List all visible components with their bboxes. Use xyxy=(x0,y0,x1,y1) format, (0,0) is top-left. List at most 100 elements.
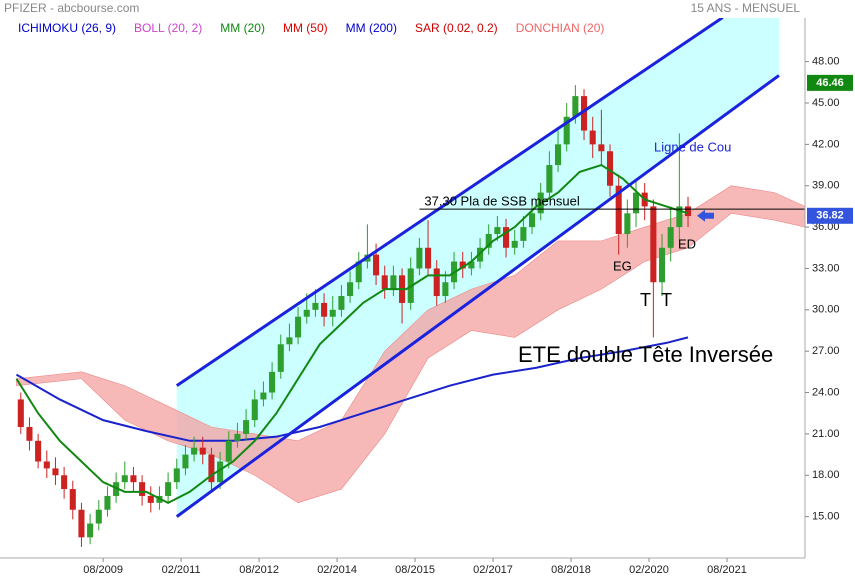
candle-body xyxy=(260,392,267,400)
mm20-line xyxy=(15,163,689,504)
legend-item: MM (20) xyxy=(220,21,265,35)
candle-body xyxy=(225,440,232,462)
candle-body xyxy=(329,309,336,317)
candle-body xyxy=(667,227,674,248)
candle-body xyxy=(347,282,354,297)
candle-body xyxy=(217,461,224,483)
candle-body xyxy=(416,247,423,269)
x-tick-label: 02/2017 xyxy=(473,564,513,576)
candle-body xyxy=(165,482,172,496)
candle-body xyxy=(95,509,102,524)
candle-body xyxy=(624,213,631,234)
candle-body xyxy=(433,268,440,297)
x-tick-label: 08/2015 xyxy=(395,564,435,576)
candle-body xyxy=(355,261,362,283)
candle-body xyxy=(61,475,68,490)
annotation: Ligne de Cou xyxy=(654,139,731,154)
chart-title: PFIZER - abcbourse.com xyxy=(4,1,139,15)
legend-item: BOLL (20, 2) xyxy=(134,21,202,35)
annotation: T xyxy=(661,290,672,310)
candle-body xyxy=(442,282,449,297)
price-tag xyxy=(807,207,853,224)
candle-body xyxy=(529,213,536,228)
price-tag xyxy=(807,74,853,91)
x-tick-label: 02/2020 xyxy=(629,564,669,576)
candle-body xyxy=(78,509,85,538)
candle-body xyxy=(520,227,527,241)
x-tick-label: 02/2011 xyxy=(162,564,201,576)
candle-body xyxy=(459,261,466,269)
candle-body xyxy=(199,447,206,455)
candle-body xyxy=(338,296,345,310)
candle-body xyxy=(26,427,33,441)
candle-body xyxy=(572,96,579,117)
candle-body xyxy=(286,337,293,345)
candle-body xyxy=(658,247,666,283)
candle-body xyxy=(425,247,432,269)
y-tick-label: 36.00 xyxy=(812,221,840,233)
candle-body xyxy=(130,475,137,483)
candle-body xyxy=(295,316,302,338)
candle-body xyxy=(390,275,397,290)
candle-body xyxy=(606,151,614,186)
y-tick-label: 15.00 xyxy=(812,511,840,523)
candle-body xyxy=(43,461,50,469)
price-tag-label: 46.46 xyxy=(816,77,844,89)
y-tick-label: 24.00 xyxy=(812,386,840,398)
candle-body xyxy=(69,489,76,510)
y-tick-label: 27.00 xyxy=(812,345,840,357)
annotation: EG xyxy=(613,258,632,273)
candle-body xyxy=(494,227,501,234)
candle-body xyxy=(243,420,250,434)
legend-item: ICHIMOKU (26, 9) xyxy=(18,21,116,35)
y-tick-label: 48.00 xyxy=(812,56,840,68)
legend-item: MM (200) xyxy=(346,21,397,35)
x-tick-label: 08/2021 xyxy=(707,564,747,576)
mm200-line xyxy=(15,336,689,442)
y-tick-label: 21.00 xyxy=(812,428,840,440)
channel-lower xyxy=(175,74,780,518)
x-tick-label: 08/2009 xyxy=(83,564,123,576)
candle-body xyxy=(381,275,388,290)
arrow xyxy=(697,209,714,222)
candle-body xyxy=(208,454,215,483)
candle-body xyxy=(234,433,241,441)
channel-fill xyxy=(176,18,780,517)
candle-body xyxy=(581,96,588,131)
plot-area xyxy=(15,18,805,547)
ssb-label: 37.30 Pla de SSB mensuel xyxy=(424,194,579,209)
candle-body xyxy=(589,130,596,145)
y-tick-label: 45.00 xyxy=(812,97,840,109)
legend-item: SAR (0.02, 0.2) xyxy=(415,21,498,35)
candle-body xyxy=(632,192,640,214)
candle-body xyxy=(676,206,683,228)
y-tick-label: 18.00 xyxy=(812,469,840,481)
candle-body xyxy=(555,144,562,166)
candle-body xyxy=(113,482,120,496)
candle-body xyxy=(191,447,198,455)
candle-body xyxy=(321,302,328,317)
x-tick-label: 08/2012 xyxy=(239,564,279,576)
candle-body xyxy=(598,144,605,152)
candle-body xyxy=(35,440,42,462)
candle-body xyxy=(615,185,622,234)
candle-body xyxy=(173,468,180,483)
legend-item: DONCHIAN (20) xyxy=(516,21,605,35)
annotation: T xyxy=(640,290,651,310)
candle-body xyxy=(251,399,258,421)
candle-body xyxy=(503,227,510,248)
y-tick-label: 42.00 xyxy=(812,138,840,150)
candle-body xyxy=(373,254,380,276)
candle-body xyxy=(511,240,518,248)
y-tick-label: 30.00 xyxy=(812,304,840,316)
candle-body xyxy=(684,206,692,217)
legend-item: MM (50) xyxy=(283,21,328,35)
annotation: ED xyxy=(678,236,696,251)
x-tick-label: 08/2018 xyxy=(551,564,591,576)
candle-body xyxy=(17,399,24,428)
candle-body xyxy=(269,371,276,393)
y-tick-label: 33.00 xyxy=(812,262,840,274)
candle-body xyxy=(104,495,111,510)
y-tick-label: 39.00 xyxy=(812,180,840,192)
